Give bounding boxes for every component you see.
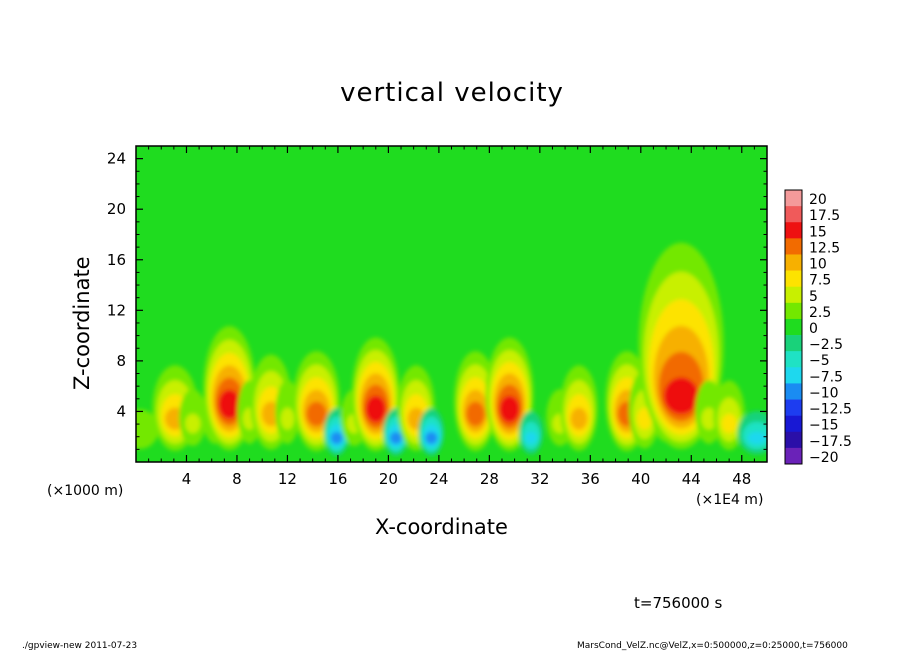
time-annotation: t=756000 s <box>634 594 723 612</box>
x-tick-label-44: 44 <box>682 470 701 488</box>
colorbar-cell-12 <box>785 383 802 400</box>
plume-2-level-1 <box>185 413 201 434</box>
x-tick-label-24: 24 <box>429 470 448 488</box>
colorbar-cell-13 <box>785 399 802 416</box>
colorbar-cell-7 <box>785 302 802 320</box>
footer-data-source: MarsCond_VelZ.nc@VelZ,x=0:500000,z=0:250… <box>577 641 848 651</box>
colorbar-label-9: −2.5 <box>809 337 843 353</box>
colorbar-cell-5 <box>785 270 802 288</box>
colorbar-cell-0 <box>785 190 802 207</box>
colorbar-label-12: −10 <box>809 385 839 401</box>
x-tick-label-8: 8 <box>232 470 242 488</box>
plume-17-level-2 <box>524 431 538 445</box>
y-axis-unit-label: (×1000 m) <box>47 483 124 499</box>
colorbar-label-3: 12.5 <box>809 240 840 256</box>
plume-25-level-2 <box>721 413 737 434</box>
colorbar-cell-8 <box>785 318 802 336</box>
y-tick-label-4: 4 <box>116 402 126 420</box>
colorbar-cell-9 <box>785 335 802 352</box>
plume-8-level-4 <box>306 401 327 427</box>
plume-4-level-5 <box>218 389 241 419</box>
plume-14-level-3 <box>425 431 438 445</box>
colorbar-cell-4 <box>785 254 802 271</box>
y-tick-label-12: 12 <box>107 301 126 319</box>
colorbar-label-15: −17.5 <box>809 434 852 450</box>
colorbar-cell-2 <box>785 222 802 239</box>
plume-9-level-3 <box>330 431 343 445</box>
colorbar-label-6: 5 <box>809 289 818 305</box>
colorbar-label-7: 2.5 <box>809 305 831 321</box>
x-axis-label: X-coordinate <box>375 515 508 539</box>
x-tick-label-12: 12 <box>278 470 297 488</box>
x-tick-label-16: 16 <box>328 470 347 488</box>
colorbar-cell-16 <box>785 447 802 465</box>
colorbar-cell-6 <box>785 286 802 304</box>
plume-15-level-4 <box>466 401 485 427</box>
colorbar-frame <box>784 189 803 465</box>
plume-7-level-1 <box>280 407 295 430</box>
colorbar-cell-11 <box>785 367 802 384</box>
colorbar-label-1: 17.5 <box>809 208 840 224</box>
plume-12-level-3 <box>389 431 403 445</box>
colorbar-label-8: 0 <box>809 321 818 337</box>
y-tick-label-20: 20 <box>107 200 126 218</box>
footer-program-date: ./gpview-new 2011-07-23 <box>22 641 138 651</box>
colorbar-label-14: −15 <box>809 418 839 434</box>
colorbar-label-10: −5 <box>809 353 830 369</box>
colorbar-cell-1 <box>785 206 802 223</box>
plume-23-level-5 <box>663 377 699 415</box>
x-tick-label-36: 36 <box>581 470 600 488</box>
colorbar-label-13: −12.5 <box>809 402 852 418</box>
plume-19-level-3 <box>570 407 588 430</box>
y-tick-label-16: 16 <box>107 251 126 269</box>
colorbar-label-5: 7.5 <box>809 273 831 289</box>
plume-16-level-5 <box>499 395 520 423</box>
chart-title: vertical velocity <box>340 78 564 108</box>
x-tick-label-32: 32 <box>530 470 549 488</box>
y-tick-label-24: 24 <box>107 150 126 168</box>
x-tick-label-48: 48 <box>732 470 751 488</box>
x-axis-unit-label: (×1E4 m) <box>696 492 764 508</box>
y-tick-label-8: 8 <box>116 352 126 370</box>
heatmap-field <box>136 242 767 456</box>
x-tick-label-4: 4 <box>182 470 192 488</box>
x-tick-label-40: 40 <box>631 470 650 488</box>
colorbar-cell-3 <box>785 238 802 255</box>
colorbar-cell-14 <box>785 415 802 433</box>
colorbar-label-0: 20 <box>809 192 827 208</box>
colorbar-label-2: 15 <box>809 224 827 240</box>
x-tick-label-28: 28 <box>480 470 499 488</box>
plume-21-level-2 <box>636 407 653 430</box>
colorbar-cell-10 <box>785 351 802 368</box>
colorbar-cell-15 <box>785 431 802 449</box>
plume-26-level-2 <box>747 431 767 445</box>
plume-24-level-1 <box>701 407 717 430</box>
colorbar-label-11: −7.5 <box>809 369 843 385</box>
colorbar-label-16: −20 <box>809 450 839 466</box>
colorbar-label-4: 10 <box>809 257 827 273</box>
x-tick-label-20: 20 <box>379 470 398 488</box>
plume-0-level-0 <box>136 409 159 449</box>
plume-11-level-5 <box>365 395 386 423</box>
